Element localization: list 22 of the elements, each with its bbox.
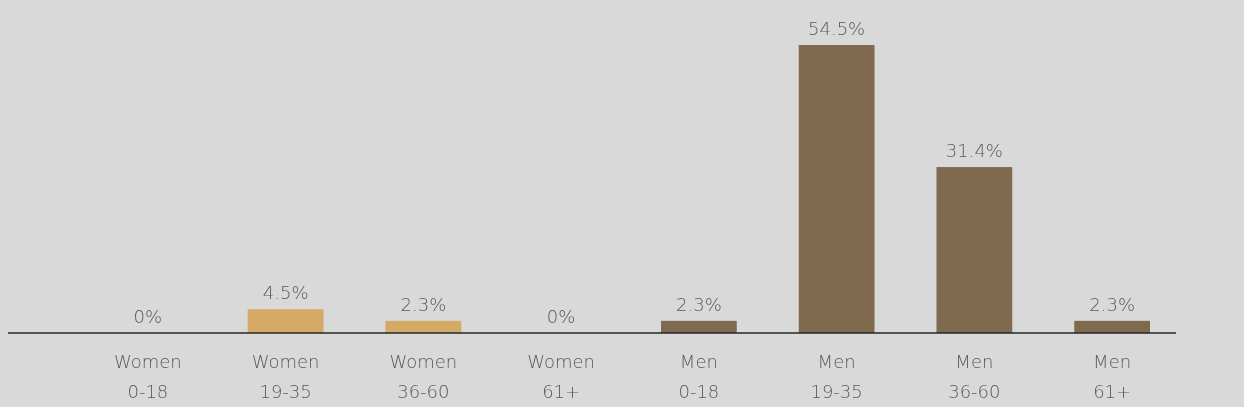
bar [798,45,875,333]
data-label: 0% [133,306,163,327]
bar [936,167,1013,333]
x-tick-label: Women 19-35 [251,351,320,402]
data-label: 2.3% [676,293,722,315]
x-tick-label: Women 0-18 [113,351,182,402]
bar [385,320,462,333]
data-label: 31.4% [945,140,1003,162]
x-tick-label: Men 0-18 [678,351,720,402]
data-label: 2.3% [400,293,447,315]
x-tick-label: Men 36-60 [948,351,1001,402]
data-label: 2.3% [1089,293,1135,315]
x-tick-label: Men 19-35 [810,351,863,402]
x-tick-label: Women 36-60 [389,351,458,402]
bar [660,320,737,333]
data-label: 4.5% [262,282,309,304]
bar [247,309,324,333]
bar [1074,320,1150,333]
data-label: 54.5% [808,18,866,39]
x-tick-label: Men 61+ [1093,351,1132,402]
data-label: 0% [546,306,576,327]
x-tick-label: Women 61+ [527,351,596,402]
